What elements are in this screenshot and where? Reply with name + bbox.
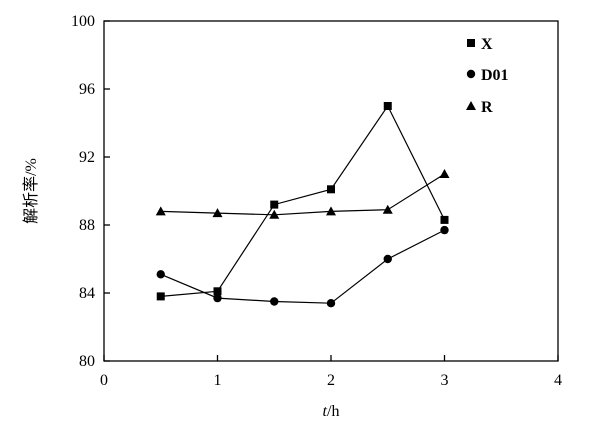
data-point-triangle — [439, 169, 450, 178]
data-point-square — [156, 292, 165, 301]
x-axis-title: t/h — [323, 403, 340, 420]
data-point-square — [383, 102, 392, 110]
series-line — [160, 229, 445, 304]
series-line — [160, 104, 446, 297]
legend-marker-square — [467, 39, 475, 47]
data-point-square — [270, 200, 279, 209]
series-layer — [155, 102, 450, 308]
y-axis-title: 解析率/% — [22, 158, 40, 224]
axis-ticks: 0 1 2 3 4 80 84 88 92 96 100 — [71, 13, 562, 389]
data-point-triangle — [382, 204, 393, 214]
legend: X D01 R — [466, 36, 509, 116]
x-tick-label: 3 — [441, 372, 449, 389]
data-point-circle — [270, 297, 279, 306]
y-tick-label: 100 — [71, 13, 95, 30]
data-point-circle — [156, 270, 165, 279]
data-point-triangle — [212, 208, 223, 218]
series-line — [160, 173, 445, 216]
data-point-circle — [213, 293, 222, 303]
series-triangle — [155, 169, 450, 219]
y-tick-label: 84 — [79, 285, 95, 302]
x-tick-label: 1 — [214, 372, 222, 389]
x-tick-label: 2 — [327, 372, 335, 389]
legend-label: R — [481, 99, 493, 116]
data-point-triangle — [326, 206, 336, 216]
x-tick-label: 4 — [554, 372, 562, 389]
data-point-circle — [383, 254, 392, 264]
series-square — [156, 102, 449, 301]
y-tick-label: 92 — [79, 149, 95, 166]
data-point-square — [213, 287, 222, 296]
legend-marker-triangle — [466, 101, 476, 110]
data-point-triangle — [155, 206, 166, 216]
y-tick-label: 96 — [79, 81, 95, 98]
legend-label: X — [481, 36, 493, 53]
y-tick-label: 80 — [79, 353, 95, 370]
legend-label: D01 — [481, 67, 509, 84]
data-point-triangle — [269, 209, 280, 219]
y-tick-label: 88 — [79, 217, 95, 234]
data-point-circle — [326, 299, 336, 308]
data-point-square — [327, 185, 335, 194]
legend-marker-circle — [466, 69, 476, 79]
data-point-square — [440, 215, 449, 224]
data-point-circle — [440, 225, 449, 235]
series-circle — [156, 225, 449, 308]
x-tick-label: 0 — [100, 372, 108, 389]
